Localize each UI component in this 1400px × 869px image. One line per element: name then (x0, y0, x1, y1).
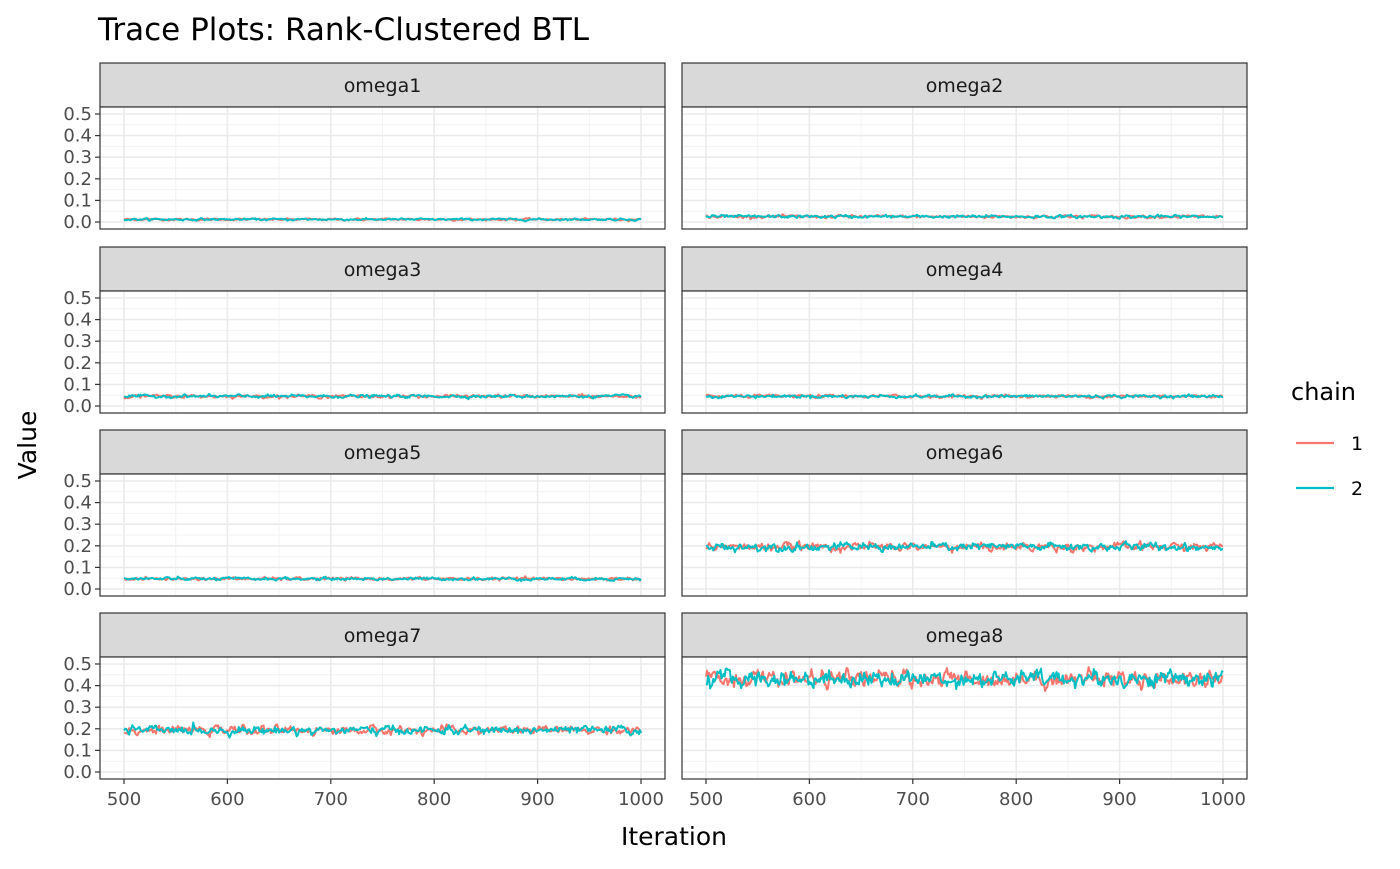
trace-line-chain-2 (705, 393, 1224, 400)
y-tick-label: 0.0 (63, 579, 92, 600)
y-tick-label: 0.5 (63, 654, 92, 675)
trace-line-chain-2 (123, 575, 642, 583)
panel-border (681, 290, 1248, 414)
y-tick-label: 0.1 (63, 190, 92, 211)
trace-line-chain-2 (705, 213, 1224, 220)
y-tick-label: 0.3 (63, 697, 92, 718)
y-tick-label: 0.2 (63, 536, 92, 557)
facet-strip (99, 429, 666, 475)
y-tick-label: 0.2 (63, 169, 92, 190)
facet-label: omega4 (926, 259, 1004, 281)
panel-omega8: omega8 500 600 700 800 900 1000 (681, 612, 1248, 810)
facet-label: omega5 (344, 442, 422, 464)
panel-omega3: omega3 0.00.10.20.30.40.5 (63, 246, 666, 417)
facet-panels: omega10.00.10.20.30.40.5omega2omega30.00… (63, 62, 1248, 810)
facet-strip (681, 429, 1248, 475)
trace-line-chain-2 (123, 393, 642, 401)
y-tick-label: 0.0 (63, 762, 92, 783)
x-tick-label: 1000 (618, 789, 664, 810)
y-tick-label: 0.5 (63, 288, 92, 309)
y-tick-label: 0.4 (63, 493, 92, 514)
y-tick-label: 0.2 (63, 353, 92, 374)
y-tick-label: 0.0 (63, 396, 92, 417)
x-tick-label: 900 (520, 789, 554, 810)
chart-title: Trace Plots: Rank-Clustered BTL (97, 12, 590, 48)
panel-omega7: omega7 0.00.10.20.30.40.5 500 600 700 800 900 1… (63, 612, 666, 810)
panel-border (99, 656, 666, 780)
x-tick-label: 500 (689, 789, 723, 810)
legend-label-chain-2: 2 (1351, 478, 1363, 500)
trace-line-chain-2 (705, 667, 1224, 691)
y-tick-label: 0.5 (63, 471, 92, 492)
facet-label: omega3 (344, 259, 422, 281)
x-axis-label: Iteration (621, 822, 727, 851)
x-tick-label: 900 (1102, 789, 1136, 810)
y-tick-label: 0.1 (63, 557, 92, 578)
x-tick-label: 700 (896, 789, 930, 810)
x-tick-label: 800 (417, 789, 451, 810)
panel-border (99, 106, 666, 230)
facet-strip (99, 612, 666, 658)
y-tick-label: 0.4 (63, 310, 92, 331)
facet-strip (681, 246, 1248, 292)
trace-line-chain-2 (123, 721, 642, 739)
panel-omega6: omega6 (681, 429, 1248, 597)
panel-border (681, 106, 1248, 230)
y-tick-label: 0.4 (63, 126, 92, 147)
x-tick-label: 600 (792, 789, 826, 810)
y-tick-label: 0.1 (63, 740, 92, 761)
y-tick-label: 0.5 (63, 104, 92, 125)
y-tick-label: 0.3 (63, 331, 92, 352)
panel-omega4: omega4 (681, 246, 1248, 414)
panel-omega5: omega5 0.00.10.20.30.40.5 (63, 429, 666, 600)
panel-border (99, 290, 666, 414)
panel-border (681, 473, 1248, 597)
facet-label: omega6 (926, 442, 1004, 464)
facet-label: omega7 (344, 625, 422, 647)
x-tick-label: 600 (210, 789, 244, 810)
trace-line-chain-2 (123, 216, 642, 223)
facet-label: omega8 (926, 625, 1004, 647)
x-tick-label: 1000 (1200, 789, 1246, 810)
legend-label-chain-1: 1 (1351, 433, 1363, 455)
y-tick-label: 0.3 (63, 147, 92, 168)
facet-strip (99, 62, 666, 108)
panel-border (681, 656, 1248, 780)
x-tick-label: 500 (107, 789, 141, 810)
legend-title: chain (1291, 378, 1356, 406)
x-tick-label: 800 (999, 789, 1033, 810)
panel-omega2: omega2 (681, 62, 1248, 230)
legend: chain 1 2 (1291, 378, 1363, 500)
x-tick-label: 700 (314, 789, 348, 810)
panel-omega1: omega1 0.00.10.20.30.40.5 (63, 62, 666, 233)
y-tick-label: 0.1 (63, 374, 92, 395)
y-tick-label: 0.4 (63, 676, 92, 697)
panel-border (99, 473, 666, 597)
y-tick-label: 0.0 (63, 212, 92, 233)
facet-label: omega2 (926, 75, 1004, 97)
y-axis-label: Value (13, 411, 42, 480)
y-tick-label: 0.3 (63, 514, 92, 535)
y-tick-label: 0.2 (63, 719, 92, 740)
trace-line-chain-2 (705, 540, 1224, 554)
facet-strip (99, 246, 666, 292)
facet-label: omega1 (344, 75, 422, 97)
